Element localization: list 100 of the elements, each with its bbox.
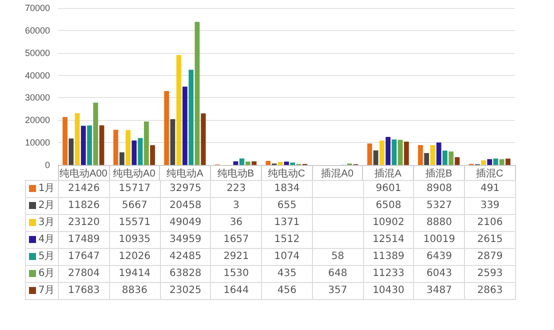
data-label: 10430 (363, 282, 414, 300)
data-label: 15717 (109, 180, 160, 198)
bar (126, 130, 130, 165)
bar (418, 145, 423, 165)
x-tick-label: 纯电动B (217, 168, 254, 180)
bar (170, 119, 176, 165)
bar (246, 162, 250, 165)
bar (386, 136, 391, 165)
data-label: 20458 (160, 198, 211, 214)
x-tick-label: 插混A (374, 168, 402, 180)
data-label: 1657 (210, 232, 262, 248)
data-label: 36 (210, 214, 262, 232)
data-label: 1644 (210, 282, 262, 300)
data-label: 32975 (160, 180, 211, 198)
bar (493, 158, 498, 165)
data-label: 23025 (160, 282, 211, 300)
data-label: 1512 (262, 232, 312, 248)
data-label: 6439 (414, 248, 465, 266)
y-tick-label: 50000 (24, 48, 50, 58)
bar (138, 138, 143, 165)
bar (62, 116, 68, 165)
bar (144, 121, 149, 165)
data-label: 34959 (160, 232, 211, 248)
data-label: 49049 (160, 214, 211, 232)
bar (373, 150, 378, 165)
bar (87, 125, 92, 165)
y-tick-label: 10000 (24, 138, 50, 148)
bar (430, 145, 436, 165)
legend-label: 3月 (26, 214, 58, 232)
bar (68, 138, 74, 165)
x-tick-label: 纯电动A (166, 168, 204, 180)
data-label: 12026 (109, 248, 160, 266)
data-label: 10019 (414, 232, 465, 248)
data-label: 8836 (109, 282, 160, 300)
bar (487, 159, 492, 165)
bar (454, 157, 460, 165)
data-label: 2921 (210, 248, 262, 266)
x-tick-label: 插混A0 (321, 168, 354, 180)
bar (188, 70, 194, 165)
data-label: 8880 (414, 214, 465, 232)
data-label: 2863 (464, 282, 516, 300)
bar (499, 159, 504, 165)
bar (506, 158, 510, 165)
data-label: 17647 (58, 248, 110, 266)
x-tick-label: 纯电动A00 (59, 168, 108, 180)
bar (74, 113, 80, 165)
data-label: 223 (210, 180, 262, 198)
bar (99, 125, 104, 165)
data-label: 339 (464, 198, 516, 214)
bar (266, 160, 271, 165)
x-tick-label: 纯电动A0 (113, 168, 156, 180)
data-label: 2879 (464, 248, 516, 266)
data-label: 27804 (58, 266, 110, 282)
data-label: 11389 (363, 248, 414, 266)
data-label: 11826 (58, 198, 110, 214)
data-label: 3 (210, 198, 262, 214)
data-label: 19414 (109, 266, 160, 282)
bar (200, 113, 206, 165)
bar (132, 140, 137, 165)
data-label: 2593 (464, 266, 516, 282)
data-label: 10935 (109, 232, 160, 248)
y-tick-label: 20000 (24, 115, 50, 126)
legend-label: 5月 (26, 248, 58, 266)
bar (93, 102, 98, 165)
data-label: 63828 (160, 266, 211, 282)
bar (392, 139, 397, 165)
bar (404, 142, 409, 165)
bar (278, 162, 283, 165)
x-tick-label: 插混C (476, 168, 504, 180)
bar (164, 91, 170, 165)
data-label: 3487 (414, 282, 465, 300)
bar (119, 152, 124, 165)
data-label: 10902 (363, 214, 414, 232)
bar (80, 126, 86, 165)
bar (448, 151, 454, 165)
data-label: 357 (312, 282, 364, 300)
legend-label: 4月 (26, 232, 58, 248)
data-label: 655 (262, 198, 312, 214)
data-label: 17683 (58, 282, 110, 300)
data-label: 42485 (160, 248, 211, 266)
bar (239, 158, 244, 165)
data-label: 1074 (262, 248, 312, 266)
data-label: 5667 (109, 198, 160, 214)
x-tick-label: 插混B (425, 168, 452, 180)
bar (436, 142, 442, 165)
data-label: 17489 (58, 232, 110, 248)
data-label: 2615 (464, 232, 516, 248)
data-label: 1371 (262, 214, 312, 232)
y-tick-label: 30000 (24, 92, 50, 103)
bar (113, 130, 118, 165)
data-label: 9601 (363, 180, 414, 198)
data-label: 23120 (58, 214, 110, 232)
data-label: 1834 (262, 180, 312, 198)
bar (442, 150, 448, 165)
y-tick-label: 70000 (24, 3, 50, 13)
data-label: 15571 (109, 214, 160, 232)
data-label: 648 (312, 266, 364, 282)
data-label: 8908 (414, 180, 465, 198)
bar (150, 145, 155, 165)
data-label: 12514 (363, 232, 414, 248)
